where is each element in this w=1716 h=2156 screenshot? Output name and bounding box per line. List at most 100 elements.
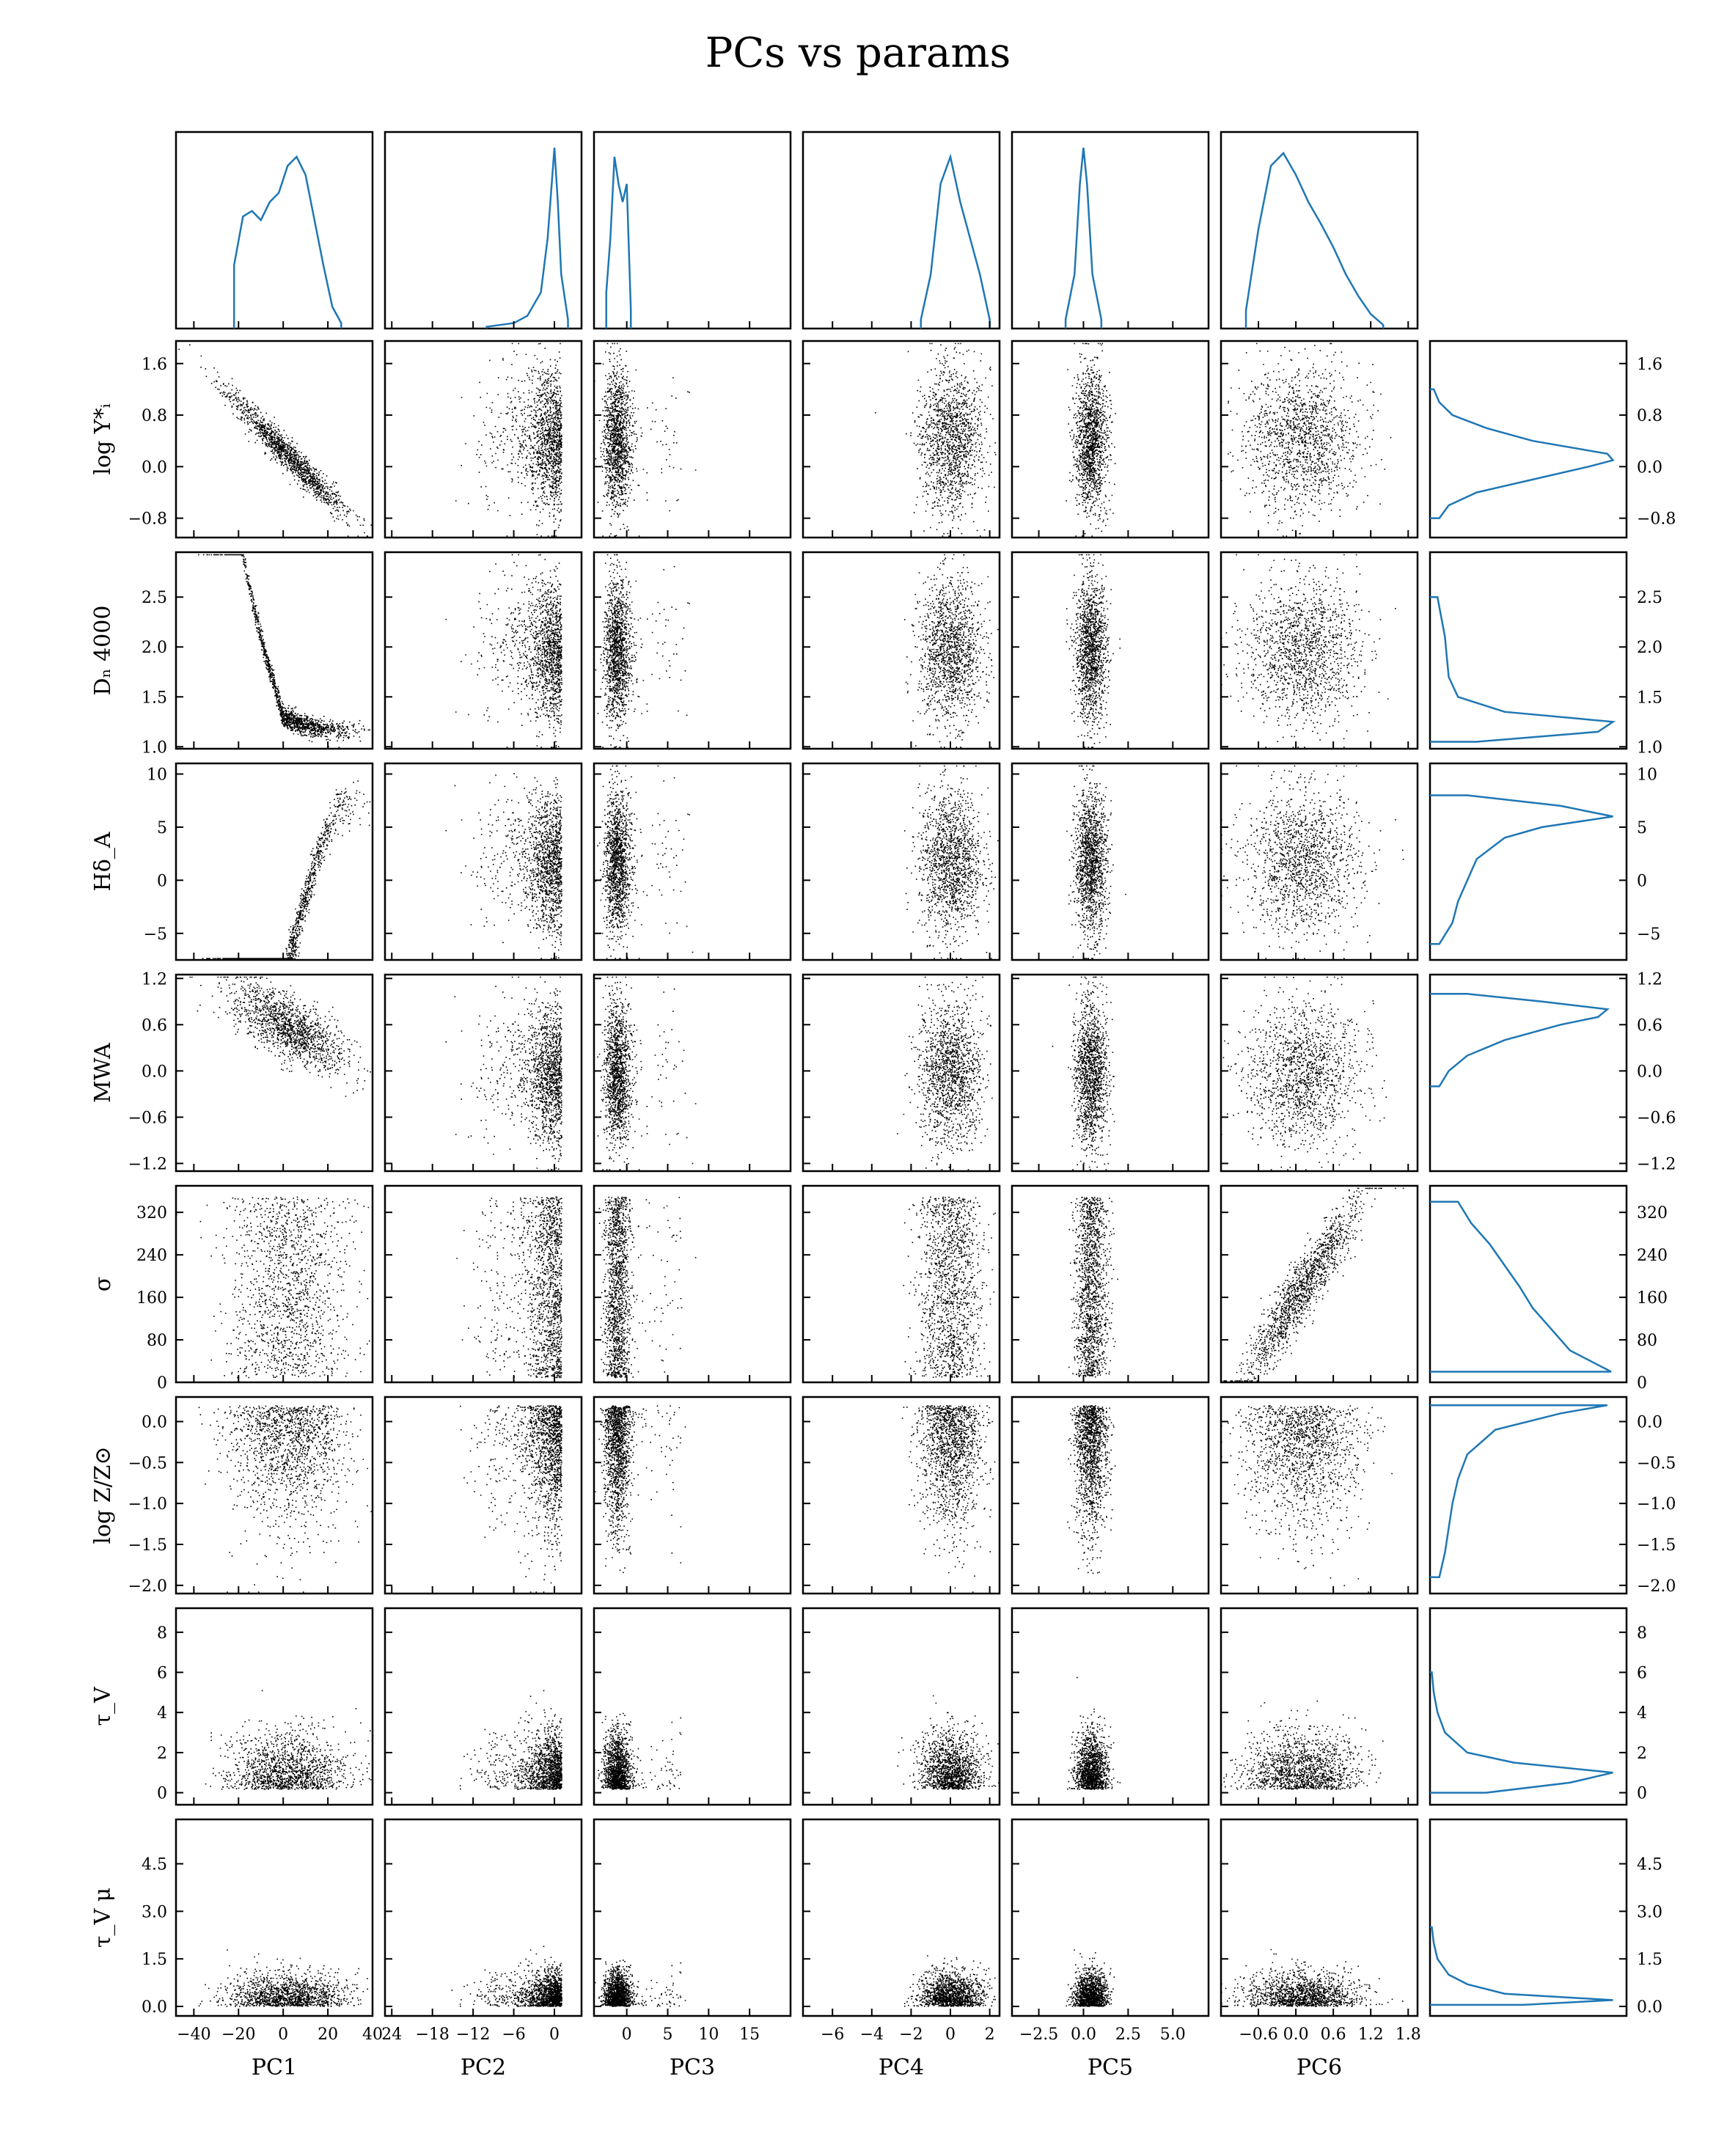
- scatter-marks: [897, 1695, 1000, 1790]
- scatter-points: [597, 976, 697, 1170]
- row-label: Dₙ 4000: [90, 606, 116, 696]
- x-tick-label: 0: [945, 2025, 956, 2044]
- y-tick-label: 6: [157, 1665, 167, 1683]
- right-y-tick-label: −1.2: [1637, 1155, 1676, 1173]
- scatter-frame: [593, 762, 792, 961]
- right-y-tick-label: 0.0: [1637, 1998, 1662, 2017]
- scatter-panel: [802, 1396, 1001, 1595]
- scatter-marks: [1221, 554, 1396, 748]
- scatter-marks: [594, 1405, 686, 1574]
- scatter-panel: [384, 551, 583, 750]
- scatter-panel: [802, 1607, 1001, 1806]
- right-y-tick-label: 4.5: [1637, 1856, 1662, 1874]
- scatter-points: [901, 1405, 1000, 1593]
- scatter-panel: [1220, 762, 1419, 961]
- right-y-tick-label: 1.5: [1637, 1951, 1662, 1969]
- y-tick-label: 1.0: [142, 738, 167, 757]
- scatter-frame: [1220, 762, 1419, 961]
- x-tick-label: 2.5: [1115, 2025, 1141, 2044]
- y-tick-label: 320: [136, 1204, 167, 1222]
- scatter-panel: [593, 973, 792, 1173]
- scatter-points: [1068, 1196, 1118, 1378]
- scatter-panel: [1011, 1184, 1210, 1384]
- x-tick-label: −20: [221, 2025, 255, 2044]
- scatter-frame: [1011, 1607, 1210, 1806]
- scatter-points: [897, 976, 1000, 1170]
- y-tick-label: 80: [147, 1332, 167, 1350]
- scatter-marks: [903, 765, 1000, 959]
- scatter-panel: [175, 340, 374, 539]
- scatter-points: [1066, 765, 1126, 959]
- scatter-marks: [451, 1946, 562, 2007]
- scatter-marks: [205, 1690, 373, 1790]
- scatter-points: [1221, 1187, 1418, 1382]
- scatter-marks: [1221, 1405, 1393, 1593]
- scatter-frame: [593, 973, 792, 1173]
- scatter-panel: [384, 1396, 583, 1595]
- right-y-tick-label: 10: [1637, 766, 1657, 784]
- pc-histogram-line: [1064, 147, 1103, 329]
- right-y-tick-label: 2.5: [1637, 589, 1662, 607]
- pc-histogram-line: [485, 147, 569, 329]
- scatter-marks: [198, 1405, 373, 1593]
- right-y-tick-label: 1.2: [1637, 970, 1662, 989]
- right-y-tick-label: 80: [1637, 1332, 1657, 1350]
- scatter-frame: [384, 1818, 583, 2017]
- scatter-panel: [593, 1184, 792, 1384]
- scatter-points: [1221, 342, 1392, 537]
- scatter-frame: [175, 762, 374, 961]
- scatter-frame: [384, 973, 583, 1173]
- scatter-points: [875, 342, 997, 537]
- scatter-panel: [802, 973, 1001, 1173]
- scatter-points: [445, 554, 562, 748]
- row-label: Hδ_A: [90, 832, 116, 891]
- scatter-panel: [175, 1818, 374, 2017]
- pc-histogram-row: [175, 131, 1419, 330]
- scatter-panel: [384, 762, 583, 961]
- scatter-frame: [384, 1184, 583, 1384]
- x-tick-label: −40: [177, 2025, 210, 2044]
- scatter-points: [1221, 1700, 1418, 1790]
- scatter-frame: [802, 1818, 1001, 2017]
- scatter-marks: [1066, 554, 1121, 748]
- x-tick-label: −2.5: [1019, 2025, 1058, 2044]
- scatter-frame: [1220, 551, 1419, 750]
- scatter-panel: [593, 1396, 792, 1595]
- right-y-tick-label: 4: [1637, 1704, 1647, 1723]
- scatter-marks: [176, 1196, 373, 1379]
- y-tick-label: 1.5: [142, 1951, 167, 1969]
- scatter-marks: [198, 1949, 373, 2007]
- scatter-panel: [1011, 1396, 1210, 1595]
- scatter-points: [205, 1690, 373, 1790]
- scatter-frame: [802, 551, 1001, 750]
- param-histogram-line: [1429, 595, 1616, 743]
- y-tick-label: −1.5: [128, 1536, 167, 1555]
- scatter-marks: [901, 1405, 1000, 1593]
- x-tick-label: 20: [318, 2025, 338, 2044]
- scatter-marks: [1067, 1405, 1116, 1593]
- y-tick-label: 0.8: [142, 407, 167, 425]
- param-histogram-frame: [1429, 1607, 1628, 1806]
- scatter-marks: [1221, 1948, 1404, 2007]
- scatter-marks: [598, 1196, 697, 1379]
- scatter-panel: [802, 1818, 1001, 2017]
- param-histogram-column: [1429, 340, 1628, 2017]
- scatter-points: [1052, 976, 1115, 1170]
- right-y-tick-label: −0.6: [1637, 1109, 1676, 1127]
- x-axis-label: PC1: [252, 2055, 297, 2080]
- scatter-marks: [1221, 765, 1404, 959]
- scatter-points: [202, 780, 373, 959]
- scatter-marks: [455, 342, 562, 537]
- scatter-frame: [593, 1818, 792, 2017]
- y-tick-label: 1.2: [142, 970, 167, 989]
- scatter-frame: [384, 1396, 583, 1595]
- x-tick-label: −6: [502, 2025, 525, 2044]
- scatter-points: [1067, 1405, 1116, 1593]
- scatter-frame: [175, 973, 374, 1173]
- scatter-panel: [1220, 1184, 1419, 1384]
- scatter-frame: [384, 340, 583, 539]
- scatter-frame: [1011, 762, 1210, 961]
- right-y-tick-label: 0.0: [1637, 458, 1662, 477]
- scatter-points: [198, 1405, 373, 1593]
- param-histogram-frame: [1429, 1396, 1628, 1595]
